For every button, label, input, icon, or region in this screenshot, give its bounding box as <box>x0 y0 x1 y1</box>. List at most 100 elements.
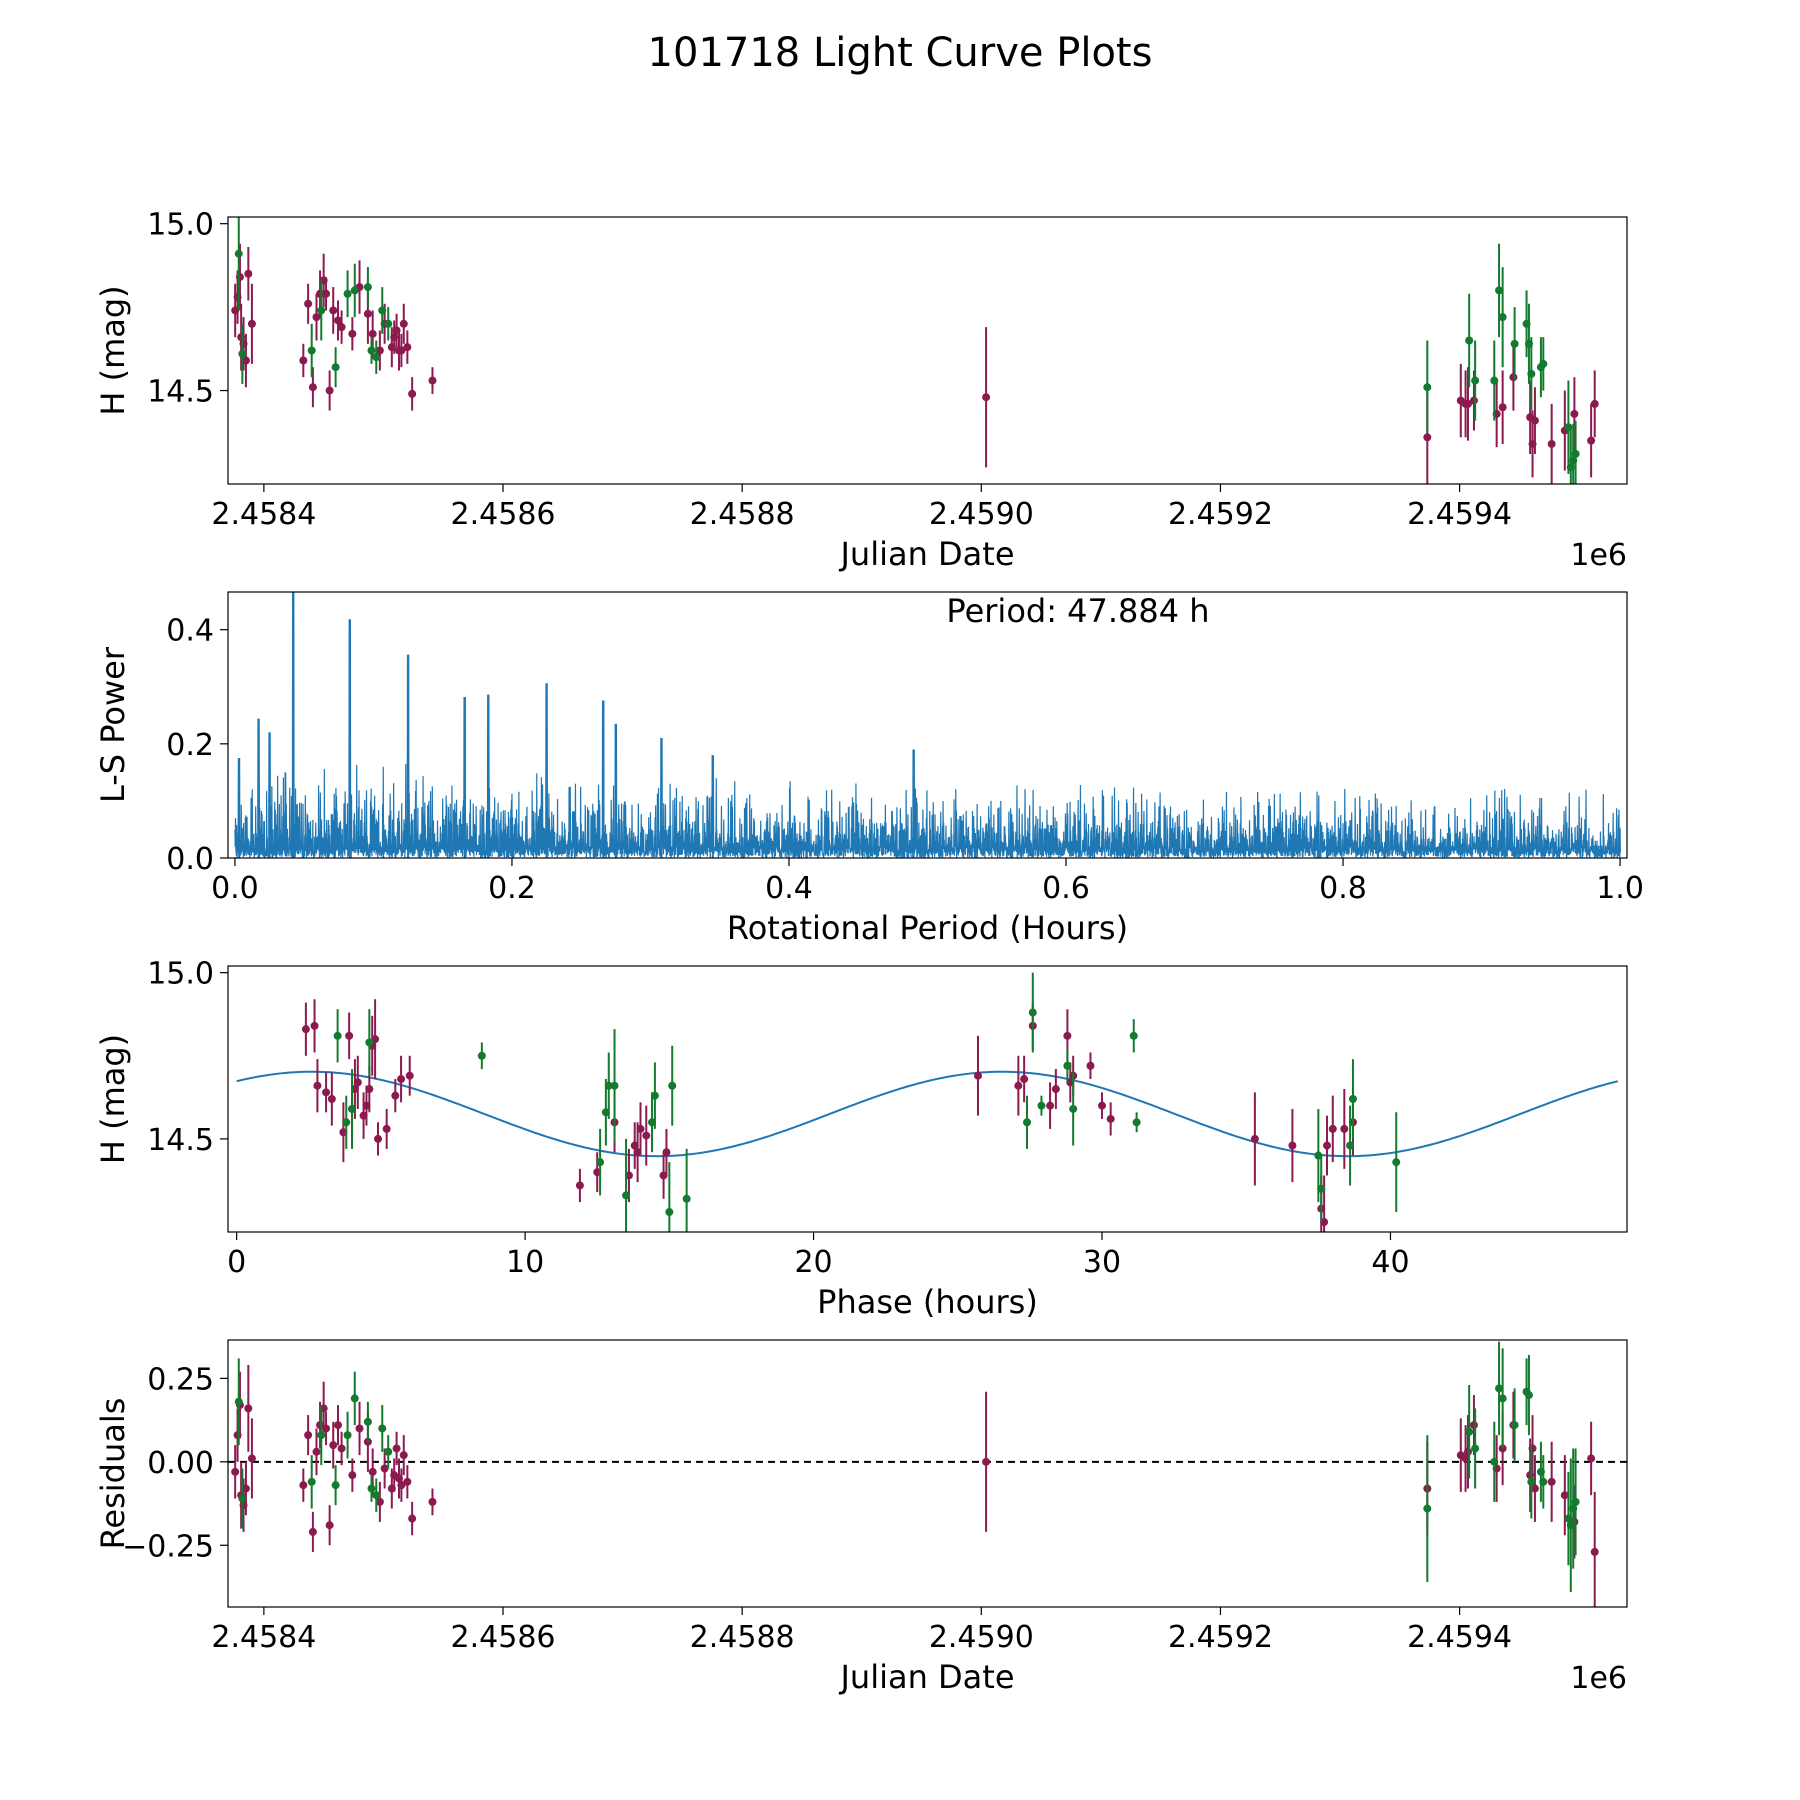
magenta-data-point <box>1469 1421 1478 1430</box>
green-data-point <box>596 1158 605 1167</box>
x-tick-label: 20 <box>794 1245 832 1280</box>
green-data-point <box>1392 1158 1401 1167</box>
magenta-data-point <box>1547 439 1556 448</box>
magenta-data-point <box>1498 403 1507 412</box>
magenta-data-point <box>1328 1124 1337 1133</box>
magenta-data-point <box>1530 1484 1539 1493</box>
y-tick-label: 0.4 <box>166 614 214 649</box>
magenta-data-point <box>403 1477 412 1486</box>
magenta-data-point <box>428 1497 437 1506</box>
magenta-data-point <box>304 1431 313 1440</box>
magenta-data-point <box>329 1441 338 1450</box>
green-data-point <box>307 1477 316 1486</box>
magenta-data-point <box>244 1404 253 1413</box>
green-data-point <box>343 289 352 298</box>
magenta-data-point <box>375 346 384 355</box>
green-data-point <box>348 1104 357 1113</box>
magenta-data-point <box>241 1484 250 1493</box>
plot-frame <box>227 965 1628 1233</box>
x-tick-label: 0 <box>227 1245 246 1280</box>
magenta-data-point <box>334 316 343 325</box>
magenta-data-point <box>363 309 372 318</box>
periodogram-panel: Period: 47.884 h 0.0 0.2 0.4 0.6 0.8 1.0 0.0 0.… <box>94 591 1644 947</box>
green-data-point <box>343 1431 352 1440</box>
residuals-panel: 2.4584 2.4586 2.4588 2.4590 2.4592 2.4594 −0.2… <box>94 1339 1628 1696</box>
magenta-data-point <box>373 1134 382 1143</box>
light-curve-panel: 2.4584 2.4586 2.4588 2.4590 2.4592 2.4594 14.5… <box>94 208 1628 573</box>
green-data-point <box>1348 1095 1357 1103</box>
green-data-point <box>1465 336 1474 345</box>
green-data-point <box>668 1081 677 1090</box>
green-data-point <box>367 1484 376 1493</box>
y-tick-label: 0.2 <box>166 728 214 763</box>
magenta-data-point <box>982 393 991 402</box>
magenta-data-point <box>355 1424 364 1433</box>
magenta-data-point <box>1587 436 1596 445</box>
magenta-data-point <box>313 1081 322 1090</box>
magenta-data-point <box>368 1467 377 1476</box>
y-tick-label: 14.5 <box>147 1123 214 1158</box>
green-data-point <box>331 363 340 372</box>
x-axis-label: Julian Date <box>838 1658 1014 1696</box>
x-tick-label: 10 <box>506 1245 544 1280</box>
green-data-point <box>1571 449 1580 458</box>
x-tick-label: 2.4590 <box>929 1620 1034 1655</box>
magenta-data-point <box>397 1075 406 1084</box>
magenta-data-point <box>247 1454 256 1463</box>
green-data-point <box>342 1118 351 1127</box>
magenta-data-point <box>301 1025 310 1034</box>
magenta-data-point <box>325 1521 334 1530</box>
magenta-data-point <box>1323 1141 1332 1150</box>
x-tick-label: 2.4586 <box>451 1620 556 1655</box>
magenta-data-point <box>1288 1141 1297 1150</box>
magenta-data-point <box>322 289 331 298</box>
green-data-point <box>333 1031 342 1040</box>
green-data-point <box>1510 1421 1519 1430</box>
green-data-point <box>1423 1504 1432 1513</box>
x-tick-label: 2.4590 <box>929 497 1034 532</box>
magenta-data-point <box>1530 416 1539 425</box>
green-data-point <box>604 1081 613 1090</box>
y-tick-label: −0.25 <box>122 1529 214 1564</box>
magenta-data-point <box>304 299 313 308</box>
y-tick-label: 14.5 <box>147 375 214 410</box>
y-tick-label: 15.0 <box>147 208 214 243</box>
green-data-point <box>234 1397 243 1406</box>
magenta-data-point <box>310 1021 319 1030</box>
green-data-point <box>1069 1104 1078 1113</box>
magenta-data-point <box>1063 1031 1072 1040</box>
green-data-point <box>350 1394 359 1403</box>
magenta-data-point <box>348 1471 357 1480</box>
green-data-point <box>367 346 376 355</box>
green-data-point <box>1490 1457 1499 1466</box>
x-tick-label: 0.4 <box>765 871 813 906</box>
magenta-data-point <box>1423 433 1432 442</box>
green-data-point <box>1498 1394 1507 1403</box>
magenta-data-point <box>382 1124 391 1133</box>
green-data-point <box>317 306 326 315</box>
magenta-data-point <box>1590 1547 1599 1556</box>
x-tick-label: 30 <box>1083 1245 1121 1280</box>
y-tick-label: 15.0 <box>147 957 214 992</box>
green-data-point <box>1346 1141 1355 1150</box>
green-data-point <box>234 249 243 258</box>
green-data-point <box>363 1417 372 1426</box>
x-tick-label: 2.4594 <box>1407 497 1512 532</box>
x-tick-label: 1.0 <box>1596 871 1644 906</box>
green-data-point <box>1465 1427 1474 1436</box>
magenta-data-point <box>1509 373 1518 382</box>
green-data-point <box>477 1051 486 1060</box>
magenta-data-point <box>405 1071 414 1080</box>
magenta-data-point <box>325 386 334 395</box>
magenta-data-point <box>1469 396 1478 405</box>
magenta-data-point <box>231 1467 240 1476</box>
x-tick-label: 2.4588 <box>690 1620 795 1655</box>
green-data-point <box>665 1208 674 1217</box>
data-points <box>301 972 1401 1232</box>
green-data-point <box>331 1481 340 1490</box>
magenta-data-point <box>1250 1134 1259 1143</box>
plot-frame <box>227 1339 1628 1608</box>
magenta-data-point <box>329 306 338 315</box>
magenta-data-point <box>322 1424 331 1433</box>
